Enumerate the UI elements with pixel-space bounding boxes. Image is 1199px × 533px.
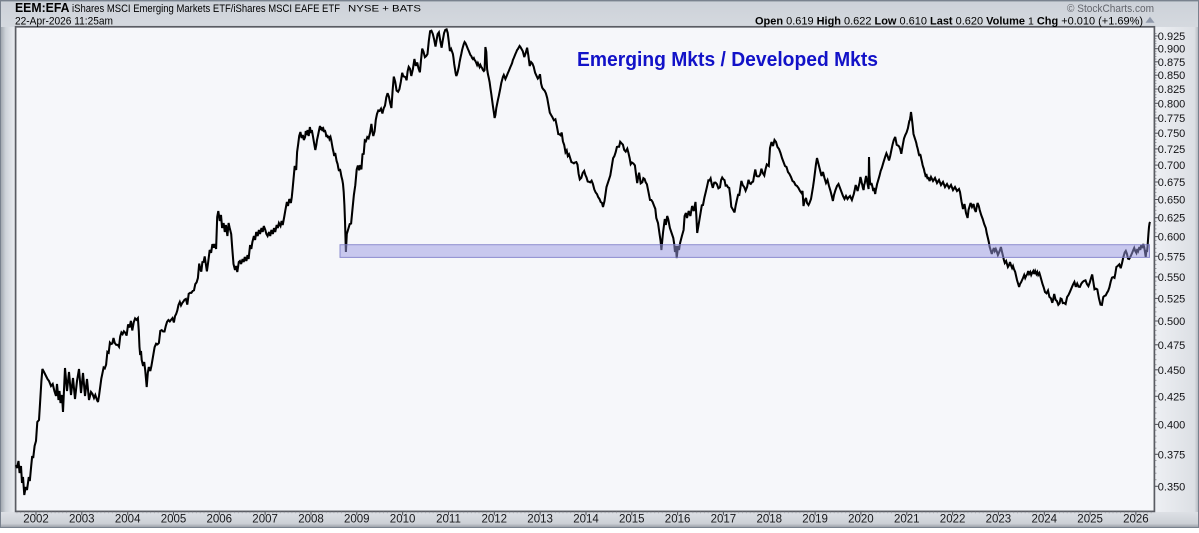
svg-text:0.925: 0.925 — [1158, 31, 1186, 43]
svg-text:2020: 2020 — [848, 514, 874, 526]
svg-text:2010: 2010 — [390, 514, 416, 526]
svg-text:0.750: 0.750 — [1158, 128, 1186, 140]
svg-text:iShares MSCI Emerging Markets: iShares MSCI Emerging Markets ETF/iShare… — [72, 3, 340, 15]
svg-text:0.775: 0.775 — [1158, 113, 1186, 125]
svg-text:2017: 2017 — [711, 514, 737, 526]
svg-text:EEM:EFA: EEM:EFA — [15, 0, 70, 15]
svg-text:2014: 2014 — [573, 514, 599, 526]
svg-text:© StockCharts.com: © StockCharts.com — [1067, 3, 1154, 15]
svg-text:2004: 2004 — [115, 514, 141, 526]
svg-text:0.675: 0.675 — [1158, 177, 1186, 189]
svg-text:0.700: 0.700 — [1158, 160, 1186, 172]
svg-text:2013: 2013 — [527, 514, 553, 526]
svg-text:2006: 2006 — [207, 514, 233, 526]
svg-text:2003: 2003 — [69, 514, 95, 526]
svg-text:0.850: 0.850 — [1158, 70, 1186, 82]
svg-text:0.550: 0.550 — [1158, 272, 1186, 284]
svg-text:0.825: 0.825 — [1158, 84, 1186, 96]
svg-text:2021: 2021 — [894, 514, 920, 526]
svg-text:22-Apr-2026 11:25am: 22-Apr-2026 11:25am — [15, 16, 113, 28]
svg-text:2018: 2018 — [757, 514, 783, 526]
svg-text:0.525: 0.525 — [1158, 293, 1186, 305]
svg-text:NYSE + BATS: NYSE + BATS — [348, 4, 421, 15]
svg-text:0.425: 0.425 — [1158, 391, 1186, 403]
svg-text:2025: 2025 — [1077, 514, 1103, 526]
svg-text:0.575: 0.575 — [1158, 251, 1186, 263]
svg-text:0.725: 0.725 — [1158, 144, 1186, 156]
svg-text:0.400: 0.400 — [1158, 419, 1186, 431]
svg-text:0.350: 0.350 — [1158, 481, 1186, 493]
svg-text:2008: 2008 — [298, 514, 324, 526]
svg-text:0.800: 0.800 — [1158, 98, 1186, 110]
svg-text:0.600: 0.600 — [1158, 232, 1186, 244]
svg-text:2015: 2015 — [619, 514, 645, 526]
svg-text:0.650: 0.650 — [1158, 195, 1186, 207]
svg-text:2009: 2009 — [344, 514, 370, 526]
svg-text:2016: 2016 — [665, 514, 691, 526]
svg-text:2019: 2019 — [802, 514, 828, 526]
svg-text:2007: 2007 — [252, 514, 278, 526]
svg-text:0.450: 0.450 — [1158, 365, 1186, 377]
svg-text:0.625: 0.625 — [1158, 213, 1186, 225]
svg-text:2002: 2002 — [23, 514, 49, 526]
svg-text:2011: 2011 — [436, 514, 461, 526]
svg-text:2024: 2024 — [1032, 514, 1058, 526]
svg-text:0.475: 0.475 — [1158, 340, 1186, 352]
svg-text:2012: 2012 — [482, 514, 508, 526]
svg-text:2026: 2026 — [1123, 514, 1149, 526]
svg-text:2023: 2023 — [986, 514, 1012, 526]
svg-text:0.900: 0.900 — [1158, 44, 1186, 56]
svg-text:Emerging Mkts / Developed Mkts: Emerging Mkts / Developed Mkts — [577, 48, 878, 71]
svg-text:Open 0.619 High 0.622 Low 0.61: Open 0.619 High 0.622 Low 0.610 Last 0.6… — [755, 16, 1143, 28]
svg-text:2022: 2022 — [940, 514, 966, 526]
svg-text:0.375: 0.375 — [1158, 449, 1186, 461]
svg-text:2005: 2005 — [161, 514, 187, 526]
svg-text:0.500: 0.500 — [1158, 316, 1186, 328]
svg-text:0.875: 0.875 — [1158, 57, 1186, 69]
